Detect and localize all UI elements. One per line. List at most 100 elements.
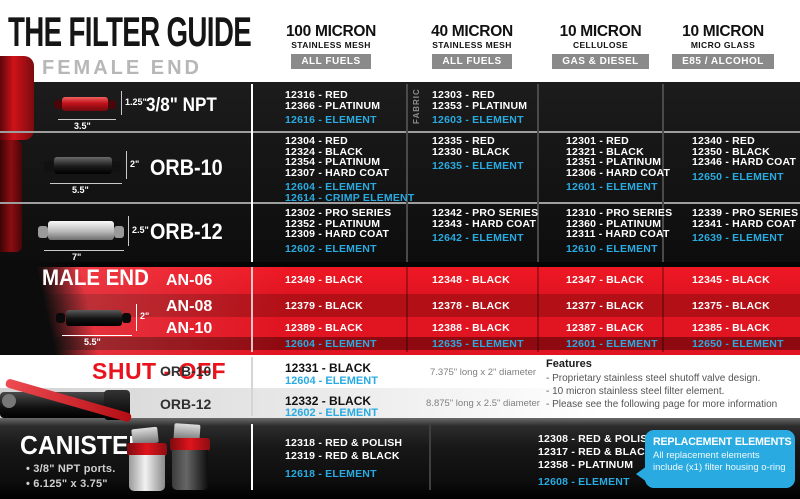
media-label: STAINLESS MESH (432, 40, 512, 50)
element-part-number: 12604 - ELEMENT (285, 181, 377, 193)
male-end-sheen (0, 267, 800, 355)
features-title: Features (546, 358, 592, 370)
part-number: 12385 - BLACK (692, 322, 770, 334)
micron-label: 40 MICRON (431, 23, 513, 40)
spec-text: 7.375" long x 2" diameter (429, 367, 537, 378)
part-number: 12324 - BLACK (285, 145, 363, 158)
part-number: 12377 - BLACK (566, 300, 644, 312)
element-group: 12604 - ELEMENT 12614 - CRIMP ELEMENT (285, 182, 414, 203)
product-photo-red-filter (0, 56, 34, 140)
male-end-row-an08-band (0, 294, 800, 317)
part-number: 12347 - BLACK (566, 274, 644, 286)
an-row-label: AN-08 (166, 298, 213, 315)
element-group: 12610 - ELEMENT (566, 243, 672, 255)
part-number: 12339 - PRO SERIES (692, 207, 799, 219)
part-number: 12316 - RED (285, 89, 348, 101)
element-part-number: 12603 - ELEMENT (432, 114, 524, 126)
dimension-width: 5.5" (84, 337, 101, 347)
part-number: 12321 - BLACK (566, 145, 644, 158)
element-part-number: 12604 - ELEMENT (285, 375, 378, 387)
part-number: 12375 - BLACK (692, 300, 770, 312)
callout-tail (636, 466, 647, 482)
male-end-elements-band (0, 337, 800, 350)
part-number: 12351 - PLATINUM (566, 156, 662, 168)
element-group: 12650 - ELEMENT (692, 170, 796, 183)
part-number: 12302 - PRO SERIES (285, 207, 392, 219)
part-number: 12349 - BLACK (285, 274, 363, 286)
section-divider-strip (0, 262, 800, 267)
cell-orb10-10micron-microglass: 12340 - RED 12350 - BLACK 12346 - HARD C… (692, 136, 796, 182)
filter-cap (112, 161, 121, 172)
cell-orb12-10micron-microglass: 12339 - PRO SERIES 12341 - HARD COAT 126… (692, 208, 798, 244)
element-part-number: 12642 - ELEMENT (432, 232, 524, 244)
shutoff-row-label: ORB-10 (160, 363, 212, 379)
element-part-number: 12650 - ELEMENT (692, 170, 784, 183)
canister-body-black (172, 450, 208, 490)
filter-cap (114, 226, 124, 238)
filter-cap (122, 313, 131, 323)
part-number: 12307 - HARD COAT (285, 166, 390, 179)
filter-illustration-orb12: 2.5" 7" (36, 210, 156, 262)
element-part-number: 12602 - ELEMENT (285, 242, 377, 255)
column-divider (406, 267, 408, 352)
spec-text: 8.875" long x 2.5" diameter (426, 398, 540, 409)
dimension-line (136, 304, 137, 331)
dimension-line (121, 91, 122, 115)
shutoff-row-label: ORB-12 (160, 396, 212, 412)
cell-npt-40micron: 12303 - RED 12353 - PLATINUM 12603 - ELE… (432, 90, 527, 126)
dimension-width: 5.5" (72, 185, 89, 195)
female-end-table-background (0, 82, 800, 262)
filter-illustration-orb10: 2" 5.5" (42, 146, 152, 195)
cell-orb10-10micron-cellulose: 12301 - RED 12321 - BLACK 12351 - PLATIN… (566, 136, 670, 193)
part-number: 12379 - BLACK (285, 300, 363, 312)
an-row-label: AN-10 (166, 320, 213, 337)
callout-body: All replacement elements include (x1) fi… (653, 450, 786, 473)
product-photo-male-fitting (0, 262, 118, 355)
element-part-number: 12601 - ELEMENT (566, 338, 658, 350)
dimension-line (58, 119, 116, 120)
part-number: 12340 - RED (692, 135, 755, 147)
canister-body-polished (129, 455, 165, 491)
part-number: 12318 - RED & POLISH (285, 437, 403, 449)
fuel-badge: GAS & DIESEL (552, 54, 649, 69)
column-divider (429, 424, 431, 490)
part-number: 12350 - BLACK (692, 145, 770, 158)
element-group: 12608 - ELEMENT (538, 477, 655, 488)
column-divider (662, 84, 664, 262)
dimension-width: 7" (72, 252, 82, 262)
bullet-item: • 3/8" NPT ports. (26, 463, 116, 475)
media-label: MICRO GLASS (690, 40, 756, 50)
element-group: 12602 - ELEMENT (285, 242, 391, 255)
part-number: 12387 - BLACK (566, 322, 644, 334)
column-header-100-micron: 100 MICRON STAINLESS MESH ALL FUELS (255, 24, 407, 69)
part-number: 12310 - PRO SERIES (566, 207, 673, 219)
filter-body (66, 310, 122, 326)
part-number: 12303 - RED (432, 89, 495, 101)
part-number: 12332 - BLACK (285, 394, 372, 408)
filter-cap (108, 100, 116, 109)
cell-orb10-40micron: 12335 - RED 12330 - BLACK 12635 - ELEMEN… (432, 136, 524, 172)
micron-label: 10 MICRON (682, 23, 764, 40)
part-number: 12308 - RED & POLISH (538, 433, 656, 445)
part-number: 12366 - PLATINUM (285, 99, 381, 112)
dimension-height: 2" (140, 311, 150, 321)
product-photo-shutoff-valve (0, 376, 145, 434)
media-label: STAINLESS MESH (291, 40, 371, 50)
part-number: 12389 - BLACK (285, 322, 363, 334)
shutoff-title: SHUT - OFF (92, 358, 227, 384)
part-number: 12341 - HARD COAT (692, 217, 797, 230)
cell-canister-100micron: 12318 - RED & POLISH 12319 - RED & BLACK… (285, 437, 402, 480)
element-group: 12642 - ELEMENT (432, 233, 538, 244)
part-number: 12353 - PLATINUM (432, 99, 528, 112)
element-group: 12616 - ELEMENT (285, 115, 380, 126)
part-number: 12360 - PLATINUM (566, 217, 662, 230)
part-number: 12378 - BLACK (432, 300, 510, 312)
element-group: 12618 - ELEMENT (285, 469, 402, 480)
column-header-40-micron: 40 MICRON STAINLESS MESH ALL FUELS (402, 24, 542, 69)
element-part-number: 12604 - ELEMENT (285, 338, 377, 350)
element-group: 12635 - ELEMENT (432, 161, 524, 172)
part-number: 12388 - BLACK (432, 322, 510, 334)
row-divider (0, 202, 800, 204)
part-number: 12319 - RED & BLACK (285, 450, 400, 462)
